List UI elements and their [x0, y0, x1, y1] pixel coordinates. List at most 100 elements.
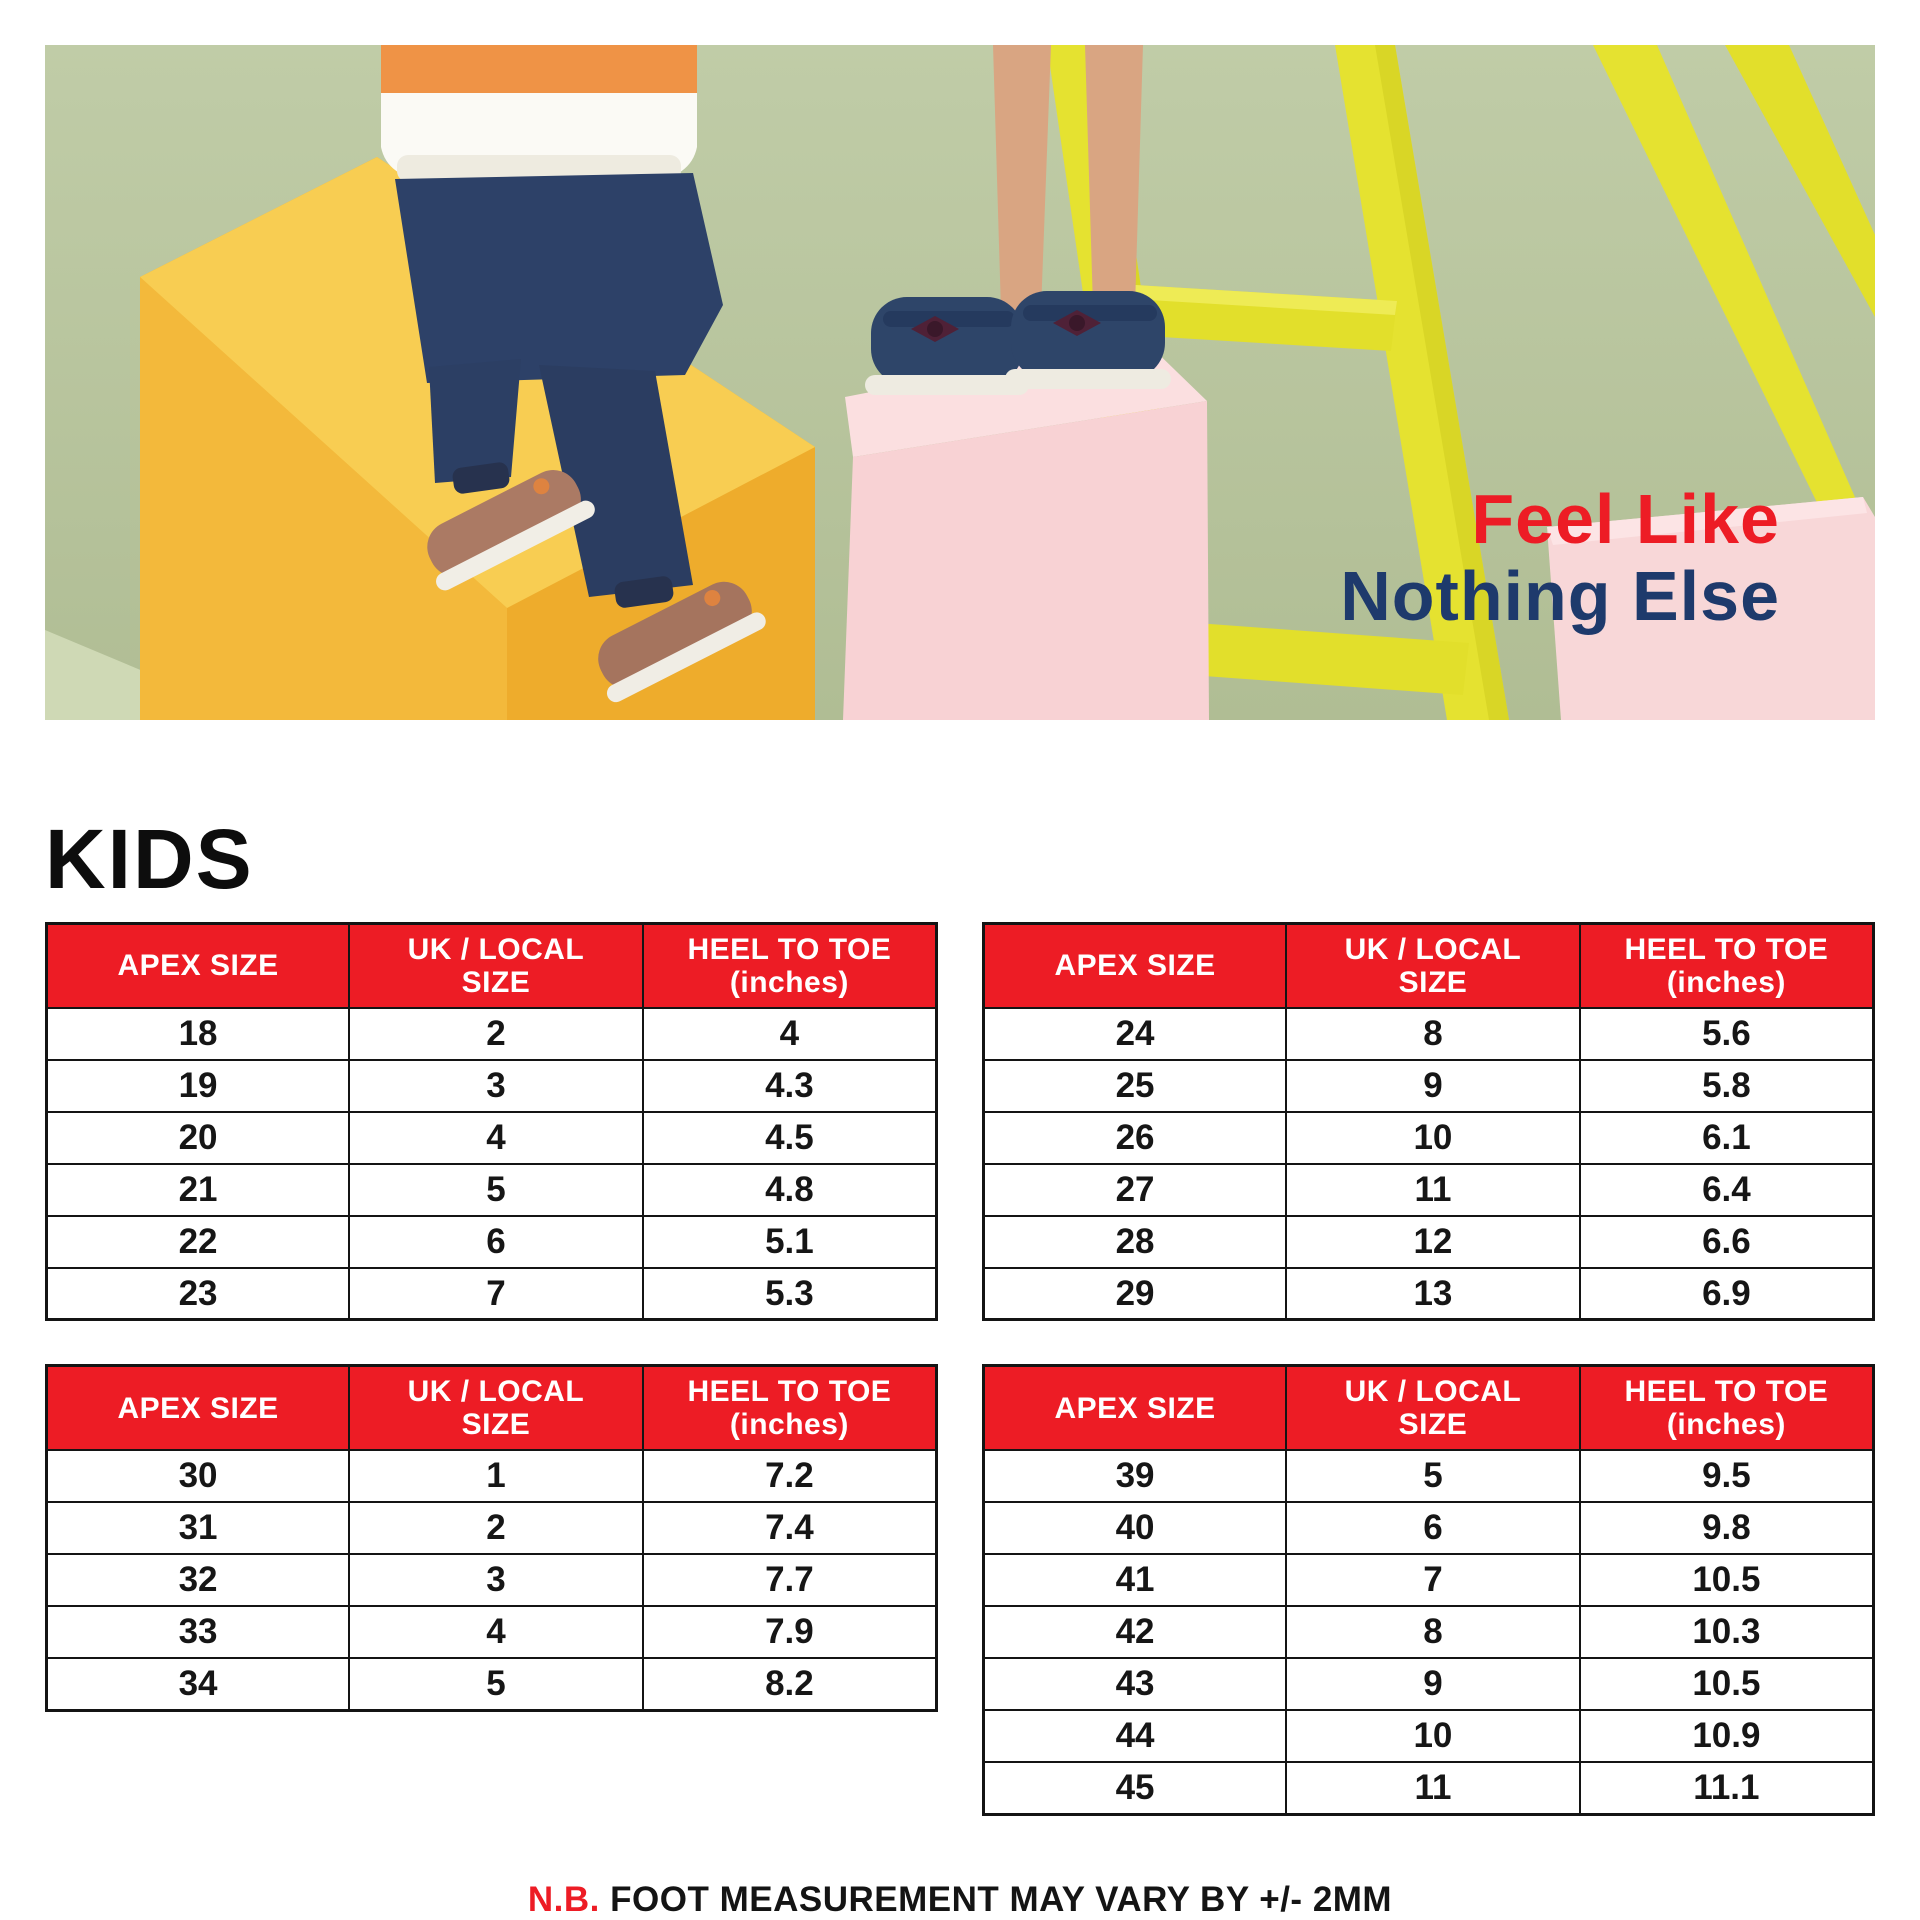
column-header: APEX SIZE — [982, 923, 1288, 1009]
column-header: UK / LOCAL SIZE — [348, 1365, 644, 1452]
table-row: 44 10 10.9 — [982, 1709, 1875, 1764]
size-cell: 29 — [982, 1266, 1288, 1321]
table-row: 34 5 8.2 — [45, 1657, 938, 1712]
size-cell: 2 — [348, 1501, 644, 1556]
table-row: 28 12 6.6 — [982, 1214, 1875, 1269]
size-cell: 7.9 — [641, 1605, 938, 1660]
size-cell: 5.1 — [641, 1214, 938, 1269]
pink-cube — [1547, 497, 1875, 720]
standing-kid-legs — [865, 45, 1171, 395]
table-row: 27 11 6.4 — [982, 1162, 1875, 1217]
size-cell: 5.3 — [641, 1266, 938, 1321]
size-cell: 3 — [348, 1553, 644, 1608]
size-cell: 2 — [348, 1006, 644, 1061]
size-cell: 23 — [45, 1266, 351, 1321]
size-cell: 44 — [982, 1709, 1288, 1764]
size-cell: 4 — [348, 1110, 644, 1165]
size-cell: 7.2 — [641, 1449, 938, 1504]
table-row: 22 6 5.1 — [45, 1214, 938, 1269]
navy-shoe — [871, 297, 1023, 385]
column-header: APEX SIZE — [45, 1365, 351, 1452]
size-cell: 4 — [641, 1006, 938, 1061]
sitting-kid-legs — [381, 45, 766, 703]
column-header: APEX SIZE — [982, 1365, 1288, 1452]
size-cell: 5 — [348, 1657, 644, 1712]
size-cell: 6.1 — [1578, 1110, 1875, 1165]
size-cell: 21 — [45, 1162, 351, 1217]
size-cell: 34 — [45, 1657, 351, 1712]
size-cell: 10.3 — [1578, 1605, 1875, 1660]
size-cell: 5.8 — [1578, 1058, 1875, 1113]
size-cell: 42 — [982, 1605, 1288, 1660]
table-row: 23 7 5.3 — [45, 1266, 938, 1321]
size-cell: 5 — [348, 1162, 644, 1217]
size-tables: APEX SIZE UK / LOCAL SIZE HEEL TO TOE (inche… — [45, 921, 1875, 1816]
column-header: HEEL TO TOE (inches) — [641, 923, 938, 1009]
table-row: 43 9 10.5 — [982, 1657, 1875, 1712]
size-cell: 20 — [45, 1110, 351, 1165]
pink-box — [843, 339, 1209, 720]
size-cell: 32 — [45, 1553, 351, 1608]
table-row: 19 3 4.3 — [45, 1058, 938, 1113]
size-cell: 30 — [45, 1449, 351, 1504]
column-header: HEEL TO TOE (inches) — [1578, 923, 1875, 1009]
table-row: 40 6 9.8 — [982, 1501, 1875, 1556]
header-row: APEX SIZE UK / LOCAL SIZE HEEL TO TOE (inche… — [45, 923, 938, 1009]
size-cell: 5.6 — [1578, 1006, 1875, 1061]
navy-shoe — [1011, 291, 1165, 379]
table-row: 31 2 7.4 — [45, 1501, 938, 1556]
size-cell: 6.6 — [1578, 1214, 1875, 1269]
table-row: 29 13 6.9 — [982, 1266, 1875, 1321]
size-cell: 8 — [1285, 1006, 1581, 1061]
page-title: KIDS — [45, 812, 254, 906]
size-cell: 26 — [982, 1110, 1288, 1165]
size-cell: 28 — [982, 1214, 1288, 1269]
size-cell: 7.7 — [641, 1553, 938, 1608]
size-table-18-23: APEX SIZE UK / LOCAL SIZE HEEL TO TOE (inche… — [45, 921, 938, 1322]
size-cell: 6.9 — [1578, 1266, 1875, 1321]
size-cell: 11 — [1285, 1761, 1581, 1816]
brown-shoe — [598, 581, 766, 703]
size-cell: 12 — [1285, 1214, 1581, 1269]
column-header: APEX SIZE — [45, 923, 351, 1009]
header-row: APEX SIZE UK / LOCAL SIZE HEEL TO TOE (inche… — [982, 1365, 1875, 1452]
tables-right-column: APEX SIZE UK / LOCAL SIZE HEEL TO TOE (inche… — [982, 921, 1875, 1816]
size-cell: 7.4 — [641, 1501, 938, 1556]
size-cell: 11 — [1285, 1162, 1581, 1217]
column-header: UK / LOCAL SIZE — [1285, 923, 1581, 1009]
table-row: 24 8 5.6 — [982, 1006, 1875, 1061]
size-cell: 18 — [45, 1006, 351, 1061]
size-cell: 24 — [982, 1006, 1288, 1061]
size-cell: 1 — [348, 1449, 644, 1504]
size-cell: 10.5 — [1578, 1553, 1875, 1608]
hero-illustration — [45, 45, 1875, 720]
size-cell: 41 — [982, 1553, 1288, 1608]
size-cell: 39 — [982, 1449, 1288, 1504]
table-row: 30 1 7.2 — [45, 1449, 938, 1504]
table-row: 18 2 4 — [45, 1006, 938, 1061]
size-cell: 4.8 — [641, 1162, 938, 1217]
size-table-30-34: APEX SIZE UK / LOCAL SIZE HEEL TO TOE (inche… — [45, 1364, 938, 1712]
table-row: 41 7 10.5 — [982, 1553, 1875, 1608]
table-row: 32 3 7.7 — [45, 1553, 938, 1608]
header-row: APEX SIZE UK / LOCAL SIZE HEEL TO TOE (inche… — [982, 923, 1875, 1009]
brown-shoe — [427, 470, 595, 591]
table-row: 25 9 5.8 — [982, 1058, 1875, 1113]
size-cell: 8 — [1285, 1605, 1581, 1660]
banner-headline: Feel Like Nothing Else — [1340, 481, 1780, 635]
size-cell: 9 — [1285, 1058, 1581, 1113]
size-cell: 6 — [348, 1214, 644, 1269]
size-cell: 8.2 — [641, 1657, 938, 1712]
tables-left-column: APEX SIZE UK / LOCAL SIZE HEEL TO TOE (inche… — [45, 921, 938, 1712]
size-cell: 4.5 — [641, 1110, 938, 1165]
size-cell: 13 — [1285, 1266, 1581, 1321]
size-cell: 5 — [1285, 1449, 1581, 1504]
headline-line2: Nothing Else — [1340, 557, 1780, 635]
size-cell: 3 — [348, 1058, 644, 1113]
size-cell: 27 — [982, 1162, 1288, 1217]
table-row: 42 8 10.3 — [982, 1605, 1875, 1660]
column-header: UK / LOCAL SIZE — [348, 923, 644, 1009]
header-row: APEX SIZE UK / LOCAL SIZE HEEL TO TOE (inche… — [45, 1365, 938, 1452]
table-row: 39 5 9.5 — [982, 1449, 1875, 1504]
size-cell: 4 — [348, 1605, 644, 1660]
